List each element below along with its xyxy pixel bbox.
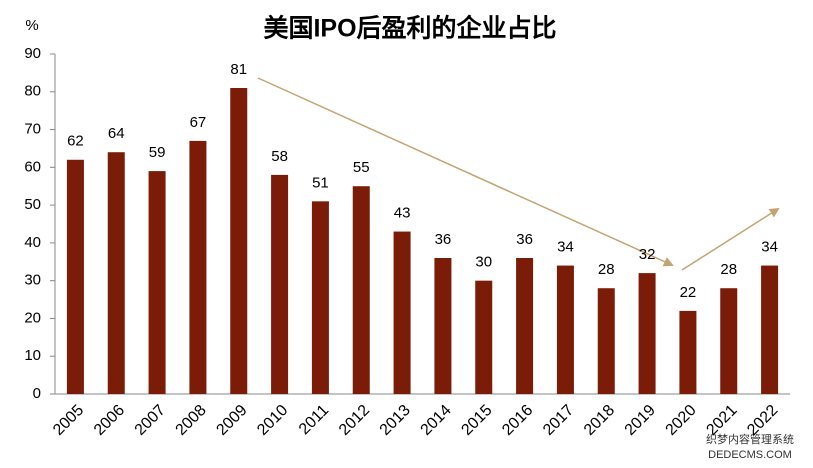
- chart-title: 美国IPO后盈利的企业占比: [263, 14, 556, 43]
- data-label: 81: [230, 61, 247, 78]
- bar: [516, 258, 534, 394]
- x-tick-label: 2019: [622, 402, 659, 439]
- bar: [597, 288, 615, 394]
- data-label: 28: [720, 261, 737, 278]
- data-label: 22: [680, 284, 697, 301]
- data-label: 43: [394, 205, 411, 222]
- data-label: 34: [761, 239, 778, 256]
- y-tick-label: 50: [24, 196, 41, 213]
- x-tick-label: 2006: [91, 402, 128, 439]
- bar: [352, 186, 370, 394]
- watermark: 织梦内容管理系统: [706, 432, 794, 446]
- trend-arrow: [681, 207, 780, 271]
- x-tick-label: 2010: [254, 402, 291, 439]
- bar: [638, 273, 656, 394]
- bar: [556, 265, 574, 394]
- x-tick-label: 2005: [50, 402, 87, 439]
- bar: [720, 288, 738, 394]
- data-label: 28: [598, 261, 615, 278]
- bar: [66, 159, 84, 394]
- data-label: 36: [435, 231, 452, 248]
- y-tick-label: 0: [33, 385, 41, 402]
- x-tick-label: 2017: [540, 402, 577, 439]
- bar: [434, 258, 452, 394]
- x-tick-label: 2015: [458, 402, 495, 439]
- bar: [189, 140, 207, 394]
- x-tick-label: 2020: [663, 402, 700, 439]
- bar: [230, 88, 248, 394]
- data-label: 58: [271, 148, 288, 165]
- trend-arrow: [257, 77, 674, 267]
- data-label: 59: [149, 144, 166, 161]
- y-axis-label: %: [25, 17, 38, 34]
- watermark: DEDECMS.COM: [708, 449, 792, 461]
- bar: [311, 201, 329, 394]
- bar: [679, 310, 697, 394]
- y-tick-label: 10: [24, 347, 41, 364]
- data-label: 62: [67, 133, 84, 150]
- data-label: 55: [353, 159, 370, 176]
- y-tick-label: 20: [24, 309, 41, 326]
- x-tick-label: 2016: [499, 402, 536, 439]
- x-tick-label: 2007: [132, 402, 169, 439]
- x-tick-label: 2014: [418, 402, 455, 439]
- bar: [107, 152, 125, 394]
- x-tick-label: 2012: [336, 402, 373, 439]
- x-tick-label: 2011: [296, 402, 332, 438]
- y-tick-label: 80: [24, 83, 41, 100]
- data-label: 64: [108, 125, 125, 142]
- bar: [475, 280, 493, 394]
- y-tick-label: 60: [24, 158, 41, 175]
- y-tick-label: 90: [24, 45, 41, 62]
- y-tick-label: 40: [24, 234, 41, 251]
- x-tick-label: 2013: [377, 402, 414, 439]
- x-tick-label: 2009: [213, 402, 250, 439]
- y-tick-label: 70: [24, 121, 41, 138]
- data-label: 30: [475, 254, 492, 271]
- bar: [761, 265, 779, 394]
- data-label: 32: [639, 246, 656, 263]
- data-label: 51: [312, 174, 329, 191]
- x-tick-label: 2018: [581, 402, 618, 439]
- data-label: 36: [516, 231, 533, 248]
- data-label: 67: [190, 114, 207, 131]
- bar: [271, 174, 289, 394]
- data-label: 34: [557, 239, 574, 256]
- x-tick-label: 2008: [173, 402, 210, 439]
- y-tick-label: 30: [24, 272, 41, 289]
- bar: [148, 171, 166, 394]
- bar: [393, 231, 411, 394]
